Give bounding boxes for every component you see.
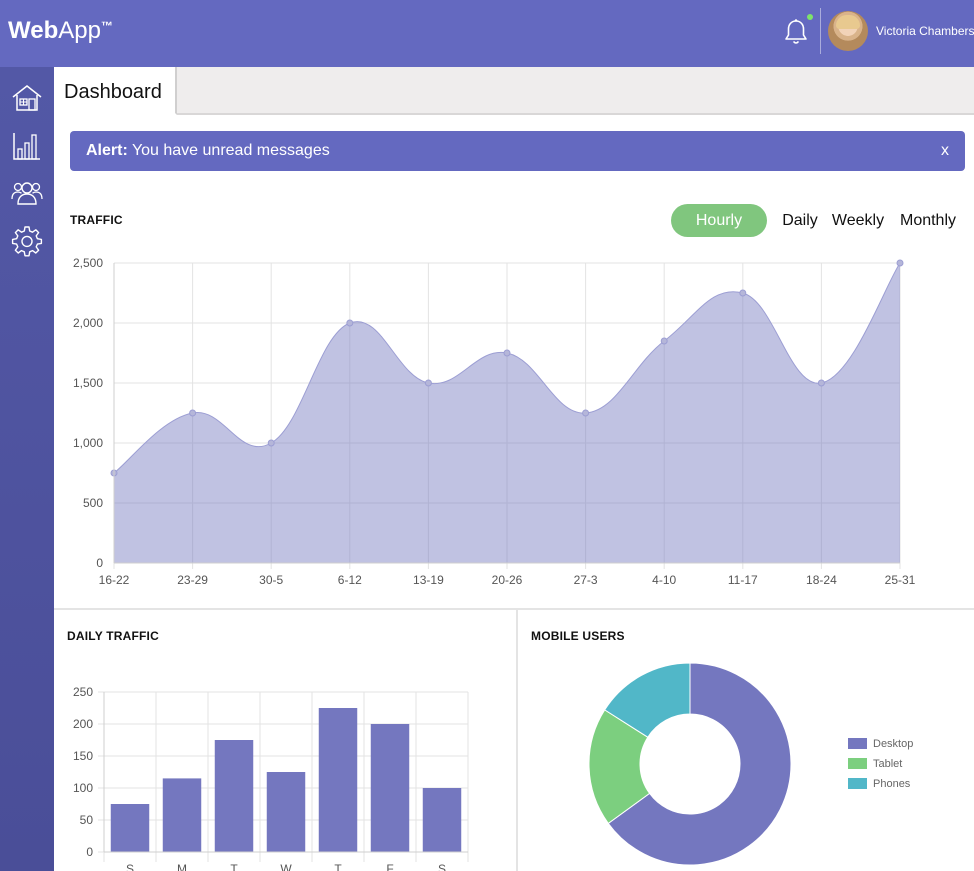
traffic-point: [189, 409, 197, 417]
tab-bar: Dashboard: [54, 67, 974, 115]
app-logo[interactable]: WebApp™: [8, 17, 113, 44]
section-divider: [54, 608, 974, 610]
y-tick-label: 0: [96, 556, 103, 570]
y-tick-label: 1,500: [73, 376, 103, 390]
period-weekly[interactable]: Weekly: [831, 212, 885, 229]
tab-dashboard[interactable]: Dashboard: [54, 67, 177, 115]
y-tick-label: 500: [83, 496, 103, 510]
traffic-title: TRAFFIC: [70, 213, 123, 227]
x-tick-label: 16-22: [99, 573, 130, 587]
x-tick-label: 11-17: [728, 573, 758, 587]
traffic-point: [739, 289, 747, 297]
traffic-point: [660, 337, 668, 345]
traffic-point: [896, 259, 904, 267]
bell-icon[interactable]: [783, 18, 809, 46]
y-tick-label: 1,000: [73, 436, 103, 450]
y-tick-label: 2,000: [73, 316, 103, 330]
traffic-point: [267, 439, 275, 447]
y-tick-label: 2,500: [73, 256, 103, 270]
gear-icon[interactable]: [11, 225, 43, 257]
home-icon[interactable]: [11, 82, 43, 114]
sidebar: [0, 67, 54, 871]
traffic-point: [582, 409, 590, 417]
users-icon[interactable]: [11, 177, 43, 209]
period-daily[interactable]: Daily: [782, 212, 818, 229]
mobile-users-title: MOBILE USERS: [531, 629, 625, 643]
x-tick-label: 27-3: [574, 573, 598, 587]
x-tick-label: 6-12: [338, 573, 362, 587]
alert-close-button[interactable]: x: [941, 142, 949, 159]
header-divider: [820, 8, 821, 54]
traffic-point: [817, 379, 825, 387]
traffic-point: [503, 349, 511, 357]
section-divider-vertical: [516, 610, 518, 871]
x-tick-label: 4-10: [652, 573, 676, 587]
notification-dot: [807, 14, 813, 20]
bar-chart-icon[interactable]: [11, 130, 43, 162]
period-hourly[interactable]: Hourly: [671, 204, 767, 237]
period-monthly[interactable]: Monthly: [899, 212, 957, 229]
alert-banner: Alert: You have unread messages x: [70, 131, 965, 171]
user-name[interactable]: Victoria Chambers: [876, 24, 974, 38]
x-tick-label: 18-24: [806, 573, 837, 587]
alert-text: Alert: You have unread messages: [86, 142, 330, 159]
avatar[interactable]: [828, 11, 868, 51]
daily-traffic-title: DAILY TRAFFIC: [67, 629, 159, 643]
x-tick-label: 13-19: [413, 573, 444, 587]
top-header: WebApp™ Victoria Chambers: [0, 0, 974, 67]
x-tick-label: 20-26: [492, 573, 523, 587]
x-tick-label: 23-29: [177, 573, 208, 587]
traffic-area: [114, 263, 900, 563]
x-tick-label: 25-31: [885, 573, 916, 587]
traffic-point: [424, 379, 432, 387]
traffic-point: [346, 319, 354, 327]
x-tick-label: 30-5: [259, 573, 283, 587]
